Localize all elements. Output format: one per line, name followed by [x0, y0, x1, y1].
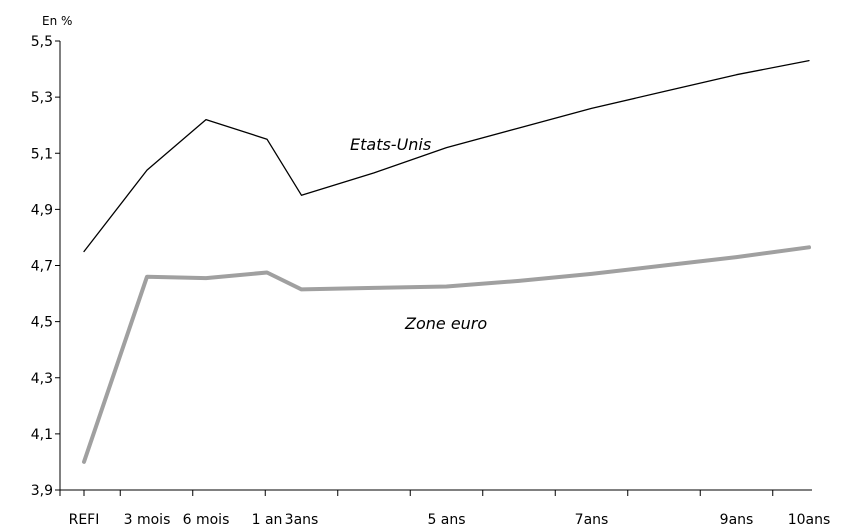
series-labels: Etats-Unis Zone euro	[350, 135, 487, 333]
x-tick-label: REFI	[69, 512, 100, 528]
y-tick-label: 5,1	[31, 146, 53, 162]
y-tick-label: 5,3	[31, 90, 53, 106]
y-tick-label: 4,7	[31, 259, 53, 275]
x-tick-label: 6 mois	[183, 512, 230, 528]
y-axis-ticks: 3,9 4,1 4,3 4,5 4,7 4,9 5,1 5,3 5,5	[31, 34, 60, 499]
x-tick-label: 9ans	[720, 512, 754, 528]
y-tick-label: 4,9	[31, 202, 53, 218]
y-tick-label: 3,9	[31, 483, 53, 499]
y-tick-label: 5,5	[31, 34, 53, 50]
x-tick-label: 7ans	[575, 512, 609, 528]
series-label-zone-euro: Zone euro	[404, 314, 487, 333]
x-tick-label: 1 an	[252, 512, 283, 528]
x-axis-ticks: REFI 3 mois 6 mois 1 an 3ans 5 ans 7ans 9ans 10a…	[59, 490, 831, 528]
x-tick-label: 10ans	[788, 512, 831, 528]
y-tick-label: 4,1	[31, 427, 53, 443]
x-tick-label: 3ans	[285, 512, 319, 528]
y-unit-label: En %	[42, 14, 72, 28]
y-tick-label: 4,5	[31, 315, 53, 331]
y-tick-label: 4,3	[31, 371, 53, 387]
x-tick-label: 5 ans	[427, 512, 465, 528]
series-line-etats-unis	[83, 59, 810, 253]
series-line-zone-euro	[82, 245, 811, 464]
x-tick-label: 3 mois	[124, 512, 171, 528]
axes	[59, 41, 812, 491]
series-label-etats-unis: Etats-Unis	[350, 135, 431, 154]
series-lines	[82, 59, 811, 464]
